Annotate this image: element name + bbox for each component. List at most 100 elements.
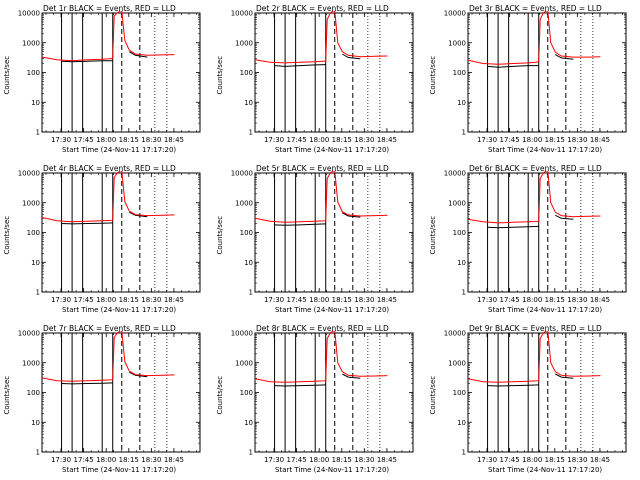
y-tick-label: 1 — [462, 129, 466, 137]
panel-title: Det 6r BLACK = Events, RED = LLD — [469, 164, 602, 173]
y-axis-label: Counts/sec — [216, 216, 224, 255]
x-axis-label: Start Time (24-Nov-11 17:17:20) — [488, 306, 602, 314]
x-tick-label: 18:30 — [567, 456, 587, 464]
y-tick-label: 1 — [249, 129, 253, 137]
x-tick-label: 18:00 — [309, 136, 329, 144]
x-tick-label: 18:15 — [332, 296, 352, 304]
y-tick-label: 10 — [31, 99, 40, 107]
x-tick-label: 17:45 — [287, 296, 307, 304]
lld-series-line — [468, 331, 601, 383]
y-axis-label: Counts/sec — [216, 56, 224, 95]
panel-title: Det 3r BLACK = Events, RED = LLD — [469, 4, 602, 13]
x-tick-label: 18:30 — [354, 136, 374, 144]
panel-title: Det 7r BLACK = Events, RED = LLD — [43, 324, 176, 333]
x-tick-label: 18:00 — [522, 296, 542, 304]
y-tick-label: 1000 — [235, 359, 253, 367]
y-tick-label: 100 — [27, 69, 40, 77]
x-tick-label: 18:30 — [141, 456, 161, 464]
detector-panel-2: Det 2r BLACK = Events, RED = LLD Counts/s… — [216, 4, 414, 154]
x-tick-label: 18:30 — [567, 296, 587, 304]
lld-series-line — [42, 331, 175, 382]
y-tick-label: 100 — [240, 389, 253, 397]
y-tick-label: 1 — [36, 289, 40, 297]
detector-panel-8: Det 8r BLACK = Events, RED = LLD Counts/s… — [216, 324, 414, 474]
y-tick-label: 100 — [453, 389, 466, 397]
detector-panel-7: Det 7r BLACK = Events, RED = LLD Counts/s… — [3, 324, 201, 474]
series-group — [255, 331, 388, 387]
y-tick-label: 100 — [453, 69, 466, 77]
x-tick-label: 18:15 — [332, 136, 352, 144]
x-tick-label: 18:30 — [354, 296, 374, 304]
x-tick-label: 17:45 — [500, 296, 520, 304]
y-axis-label: Counts/sec — [3, 216, 11, 255]
y-tick-label: 1 — [249, 449, 253, 457]
y-tick-label: 1 — [462, 289, 466, 297]
panel-title: Det 9r BLACK = Events, RED = LLD — [469, 324, 602, 333]
x-tick-label: 18:45 — [590, 296, 610, 304]
y-tick-label: 100 — [453, 229, 466, 237]
x-tick-label: 18:45 — [164, 296, 184, 304]
x-axis-label: Start Time (24-Nov-11 17:17:20) — [488, 466, 602, 474]
x-tick-label: 17:30 — [51, 296, 71, 304]
series-group — [255, 171, 388, 226]
events-series-line — [274, 384, 326, 387]
plot-frame — [41, 332, 201, 453]
y-axis-label: Counts/sec — [429, 216, 437, 255]
x-tick-label: 18:15 — [545, 136, 565, 144]
lld-series-line — [255, 171, 388, 223]
x-tick-label: 17:45 — [74, 296, 94, 304]
y-tick-label: 10000 — [231, 170, 253, 178]
x-tick-label: 17:30 — [264, 136, 284, 144]
x-tick-label: 18:45 — [590, 456, 610, 464]
x-tick-label: 17:45 — [74, 456, 94, 464]
x-tick-label: 18:00 — [309, 296, 329, 304]
y-tick-label: 1000 — [448, 199, 466, 207]
x-tick-label: 17:30 — [477, 136, 497, 144]
y-axis-label: Counts/sec — [216, 376, 224, 415]
x-tick-label: 18:30 — [141, 136, 161, 144]
y-tick-label: 100 — [240, 229, 253, 237]
y-tick-label: 100 — [27, 389, 40, 397]
x-axis-label: Start Time (24-Nov-11 17:17:20) — [275, 466, 389, 474]
events-series-line — [61, 222, 113, 225]
x-tick-label: 18:15 — [332, 456, 352, 464]
y-axis-label: Counts/sec — [429, 56, 437, 95]
series-group — [468, 171, 601, 229]
panel-title: Det 4r BLACK = Events, RED = LLD — [43, 164, 176, 173]
x-tick-label: 18:45 — [377, 296, 397, 304]
x-axis-label: Start Time (24-Nov-11 17:17:20) — [62, 146, 176, 154]
y-tick-label: 1000 — [235, 39, 253, 47]
panel-title: Det 8r BLACK = Events, RED = LLD — [256, 324, 389, 333]
plot-frame — [41, 12, 201, 133]
x-tick-label: 17:45 — [500, 456, 520, 464]
panel-title: Det 5r BLACK = Events, RED = LLD — [256, 164, 389, 173]
x-tick-label: 18:45 — [377, 136, 397, 144]
series-group — [255, 11, 388, 67]
events-series-line — [555, 54, 574, 60]
lld-series-line — [255, 11, 388, 64]
x-tick-label: 18:15 — [545, 456, 565, 464]
x-tick-label: 18:00 — [309, 456, 329, 464]
y-tick-label: 10 — [31, 259, 40, 267]
lld-series-line — [468, 171, 601, 224]
x-tick-label: 18:15 — [545, 296, 565, 304]
plot-frame — [254, 332, 414, 453]
x-axis-label: Start Time (24-Nov-11 17:17:20) — [62, 306, 176, 314]
x-tick-label: 18:45 — [164, 136, 184, 144]
lld-series-line — [468, 11, 601, 65]
x-tick-label: 18:30 — [567, 136, 587, 144]
y-axis-label: Counts/sec — [429, 376, 437, 415]
y-tick-label: 10000 — [231, 330, 253, 338]
events-series-line — [61, 60, 113, 63]
y-tick-label: 10 — [244, 99, 253, 107]
lld-series-line — [42, 11, 175, 62]
x-tick-label: 17:30 — [477, 296, 497, 304]
y-tick-label: 10000 — [231, 10, 253, 18]
y-tick-label: 1000 — [22, 199, 40, 207]
x-tick-label: 18:30 — [354, 456, 374, 464]
y-tick-label: 10 — [457, 419, 466, 427]
x-tick-label: 17:45 — [500, 136, 520, 144]
x-tick-label: 17:45 — [287, 136, 307, 144]
